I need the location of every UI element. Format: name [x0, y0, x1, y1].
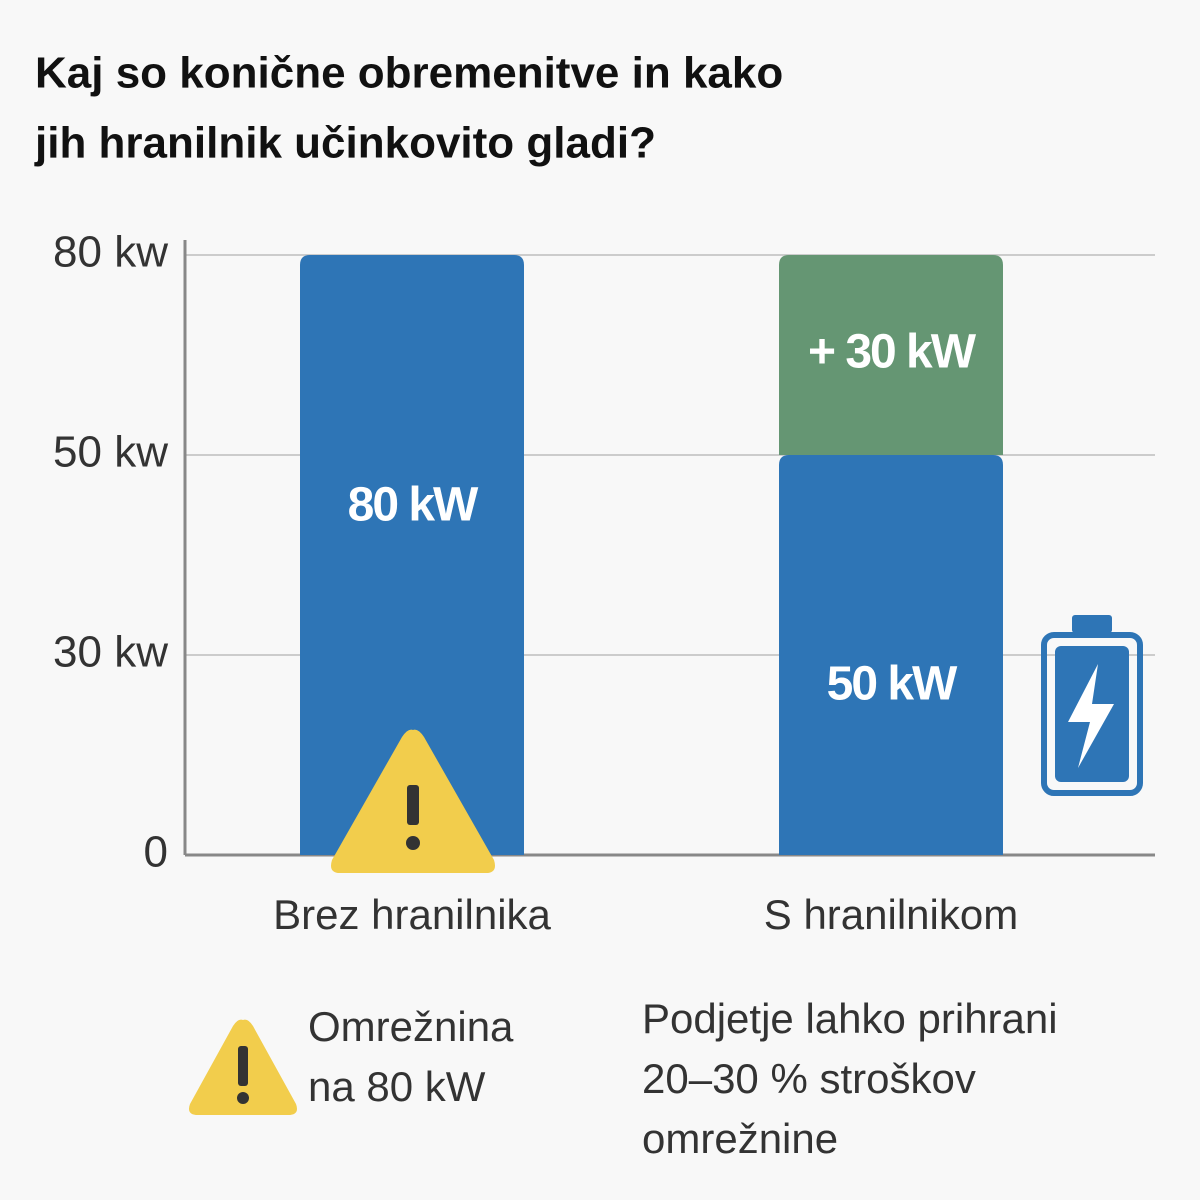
- bar: [779, 455, 1003, 855]
- value-label: + 30 kW: [808, 326, 977, 379]
- y-tick-label: 0: [144, 828, 168, 877]
- note-text: Podjetje lahko prihrani: [642, 995, 1058, 1042]
- note-text: na 80 kW: [308, 1063, 486, 1110]
- y-tick-label: 50 kw: [53, 428, 168, 477]
- warning-icon: [331, 729, 495, 873]
- battery-icon: [1041, 615, 1143, 796]
- warning-icon: [189, 1019, 297, 1115]
- value-label: 80 kW: [348, 479, 479, 532]
- note-text: Omrežnina: [308, 1003, 514, 1050]
- bar: [779, 255, 1003, 455]
- chart-title: jih hranilnik učinkovito gladi?: [34, 119, 656, 168]
- bar: [300, 255, 524, 855]
- x-tick-label: Brez hranilnika: [273, 891, 551, 938]
- value-label: 50 kW: [827, 658, 958, 711]
- note-text: 20–30 % stroškov: [642, 1055, 976, 1102]
- y-tick-label: 30 kw: [53, 628, 168, 677]
- warning-mark: [406, 836, 420, 850]
- y-tick-label: 80 kw: [53, 228, 168, 277]
- warning-mark: [407, 785, 419, 825]
- chart-title: Kaj so konične obremenitve in kako: [35, 49, 783, 98]
- x-tick-label: S hranilnikom: [764, 891, 1018, 938]
- note-text: omrežnine: [642, 1115, 838, 1162]
- plot: 0 30 kw 50 kw 80 kw Brez hranilnika 80 kW S hr…: [53, 228, 1155, 938]
